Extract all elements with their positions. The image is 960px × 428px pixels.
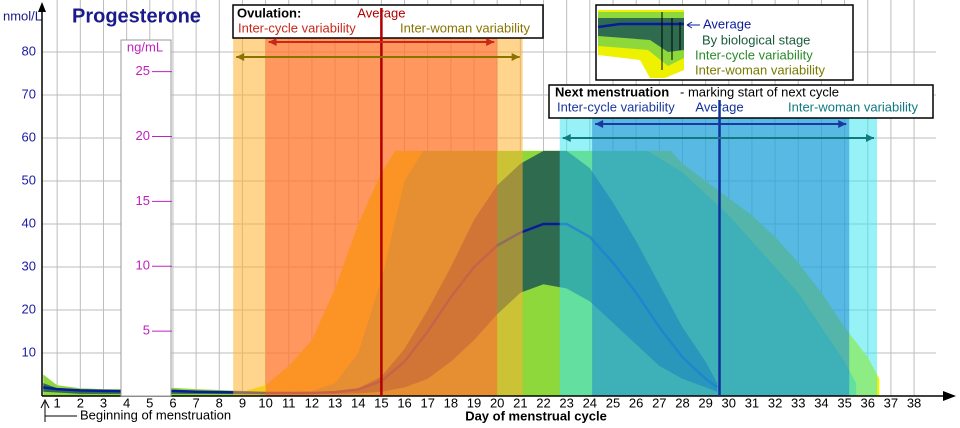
x-axis-label: Day of menstrual cycle	[465, 408, 607, 423]
event-label: Ovulation:	[237, 5, 301, 20]
y-tick-label: 70	[22, 86, 36, 101]
x-axis-arrow	[943, 391, 956, 401]
range-label: Inter-cycle variability	[557, 99, 675, 114]
x-tick-label: 21	[513, 395, 527, 410]
x-tick-label: 19	[467, 395, 481, 410]
x-tick-label: 1	[54, 395, 61, 410]
range-label: Inter-woman variability	[788, 99, 919, 114]
x-tick-label: 11	[282, 395, 296, 410]
event-average-label: Average	[357, 5, 405, 20]
legend-label: By biological stage	[702, 32, 810, 47]
legend-label: Inter-woman variability	[695, 62, 826, 77]
event-average-label: Average	[695, 99, 743, 114]
y2-tick-label: 5	[143, 323, 150, 338]
x-tick-label: 27	[652, 395, 666, 410]
y2-axis-label: ng/mL	[127, 39, 163, 54]
x-tick-label: 5	[146, 395, 153, 410]
y-tick-label: 80	[22, 43, 36, 58]
x-tick-label: 29	[698, 395, 712, 410]
x-tick-label: 34	[814, 395, 828, 410]
x-tick-label: 3	[100, 395, 107, 410]
x-tick-label: 4	[123, 395, 130, 410]
x-tick-label: 7	[192, 395, 199, 410]
y2-tick-label: 20	[136, 128, 150, 143]
y2-axis-box	[120, 39, 172, 397]
y2-tick-label: 10	[136, 258, 150, 273]
x-tick-label: 18	[444, 395, 458, 410]
annotation: Beginning of menstruation	[80, 407, 231, 422]
y-tick-label: 60	[22, 129, 36, 144]
y-tick-label: 40	[22, 215, 36, 230]
x-tick-label: 32	[768, 395, 782, 410]
legend-label: Inter-cycle variability	[695, 47, 813, 62]
x-tick-label: 23	[559, 395, 573, 410]
x-tick-label: 30	[722, 395, 736, 410]
x-tick-label: 28	[675, 395, 689, 410]
range-label: Inter-woman variability	[400, 20, 531, 35]
x-tick-label: 2	[77, 395, 84, 410]
x-tick-label: 14	[351, 395, 365, 410]
annotation-arrow	[40, 398, 77, 422]
x-tick-label: 25	[606, 395, 620, 410]
x-tick-label: 6	[169, 395, 176, 410]
x-tick-label: 33	[791, 395, 805, 410]
range-label: Inter-cycle variability	[238, 20, 356, 35]
chart-title: Progesterone	[72, 5, 201, 27]
legend-pointers	[661, 12, 681, 70]
area-band	[43, 150, 718, 394]
event-note: - marking start of next cycle	[680, 84, 839, 99]
event-box	[548, 84, 934, 119]
x-tick-label: 24	[583, 395, 597, 410]
x-tick-label: 8	[216, 395, 223, 410]
x-tick-label: 17	[420, 395, 434, 410]
x-tick-label: 16	[397, 395, 411, 410]
x-tick-label: 9	[239, 395, 246, 410]
x-tick-label: 12	[305, 395, 319, 410]
y-tick-label: 10	[22, 344, 36, 359]
x-tick-label: 38	[907, 395, 921, 410]
legend-arrow	[686, 21, 700, 29]
x-tick-label: 36	[861, 395, 875, 410]
legend-swatch	[597, 22, 684, 29]
y-axis-arrow	[38, 2, 46, 12]
x-tick-label: 10	[258, 395, 272, 410]
event-box	[232, 4, 544, 39]
x-tick-label: 22	[536, 395, 550, 410]
legend-label: Average	[703, 16, 751, 31]
x-tick-label: 20	[490, 395, 504, 410]
event-label: Next menstruation	[555, 84, 669, 99]
y-tick-label: 20	[22, 301, 36, 316]
y-tick-label: 30	[22, 258, 36, 273]
x-tick-label: 37	[884, 395, 898, 410]
x-tick-label: 26	[629, 395, 643, 410]
y2-tick-label: 15	[136, 193, 150, 208]
y-tick-label: 50	[22, 172, 36, 187]
y-axis-label: nmol/L	[3, 8, 42, 23]
x-tick-label: 31	[745, 395, 759, 410]
x-tick-label: 15	[374, 395, 388, 410]
x-tick-label: 13	[328, 395, 342, 410]
y2-tick-label: 25	[136, 63, 150, 78]
x-tick-label: 35	[837, 395, 851, 410]
